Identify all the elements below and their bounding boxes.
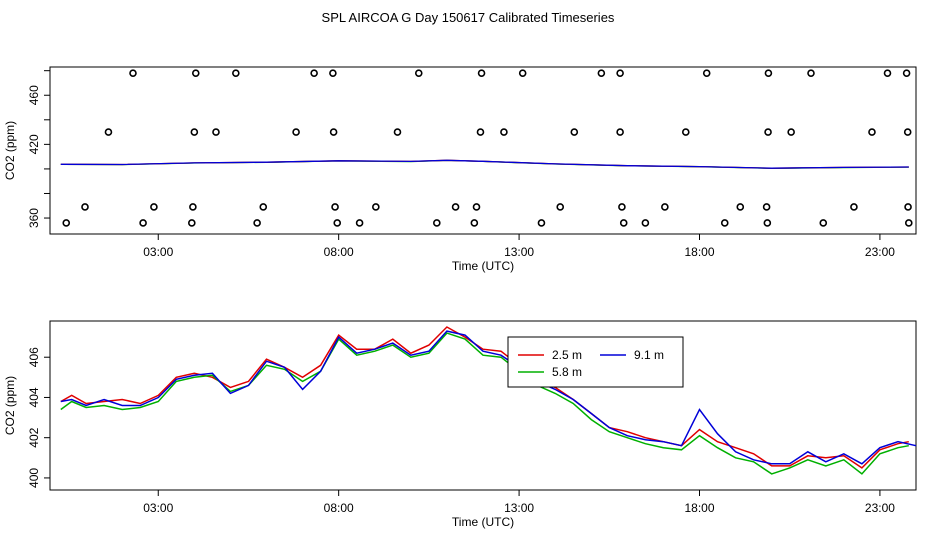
outlier-point (355, 219, 364, 227)
outlier-point (477, 69, 486, 77)
outlier-point (597, 69, 606, 77)
outlier-point (819, 219, 828, 227)
legend: 2.5 m 9.1 m 5.8 m (507, 336, 684, 388)
x-tick-label: 13:00 (504, 501, 534, 515)
y-tick-label: 460 (27, 85, 41, 105)
y-tick-label: 360 (27, 208, 41, 228)
y-tick-label: 420 (27, 134, 41, 154)
outlier-point (393, 128, 402, 136)
outlier-point (310, 69, 318, 77)
outlier-point (616, 128, 624, 136)
outlier-point (333, 219, 342, 227)
outlier-point (414, 69, 423, 77)
outlier-point (570, 128, 579, 136)
outlier-point (129, 69, 137, 77)
outlier-point (259, 203, 268, 211)
outlier-point (191, 69, 200, 77)
series-line-91m (60, 330, 917, 465)
outlier-point (212, 128, 220, 136)
outlier-point (736, 203, 745, 211)
outlier-point (292, 128, 300, 136)
top-scatter-panel: 03:00 08:00 13:00 18:00 23:00 Time (UTC) 360 42… (3, 66, 917, 273)
outlier-point (476, 128, 485, 136)
outlier-point (232, 69, 240, 77)
x-tick-label: 03:00 (143, 501, 173, 515)
outlier-point (764, 128, 772, 136)
outlier-point (702, 69, 711, 77)
plot-frame (49, 66, 917, 235)
outlier-point (329, 69, 337, 77)
series-line-25m (60, 326, 909, 469)
outlier-point (720, 219, 729, 227)
y-tick-label: 402 (27, 427, 41, 447)
outlier-point (616, 69, 624, 77)
outlier-point (331, 203, 339, 211)
outlier-point (618, 203, 626, 211)
outlier-point (188, 219, 196, 227)
y-axis-label: CO2 (ppm) (3, 121, 17, 180)
legend-box (507, 336, 684, 388)
outlier-point (518, 69, 527, 77)
outlier-point (764, 69, 773, 77)
outlier-point (807, 69, 815, 77)
outlier-point (641, 219, 650, 227)
x-tick-label: 03:00 (143, 245, 173, 259)
outlier-point (850, 203, 858, 211)
outlier-point (253, 219, 261, 227)
outlier-point (433, 219, 441, 227)
outlier-point (883, 69, 892, 77)
x-tick-label: 08:00 (324, 245, 354, 259)
x-tick-label: 08:00 (324, 501, 354, 515)
outlier-point (903, 128, 912, 136)
legend-item: 5.8 m (518, 365, 582, 379)
outlier-point (189, 203, 197, 211)
legend-label: 9.1 m (634, 348, 664, 362)
x-tick-label: 18:00 (684, 245, 714, 259)
y-tick-label: 400 (27, 468, 41, 488)
outlier-point (556, 203, 565, 211)
x-axis-label: Time (UTC) (452, 515, 514, 529)
outlier-point (472, 203, 481, 211)
outlier-point (762, 203, 771, 211)
outlier-point (661, 203, 669, 211)
outlier-point (619, 219, 628, 227)
x-tick-label: 23:00 (865, 245, 895, 259)
outlier-point (904, 203, 912, 211)
y-tick-label: 406 (27, 347, 41, 367)
outlier-point (681, 128, 690, 136)
series-line-58m (60, 332, 909, 475)
x-tick-label: 18:00 (684, 501, 714, 515)
outlier-point (81, 203, 89, 211)
y-tick-label: 404 (27, 387, 41, 407)
legend-label: 5.8 m (552, 365, 582, 379)
outlier-point (150, 203, 158, 211)
outlier-point (190, 128, 199, 136)
outlier-point (787, 128, 795, 136)
legend-item: 9.1 m (600, 348, 664, 362)
y-axis-label: CO2 (ppm) (3, 376, 17, 435)
outlier-point (537, 219, 546, 227)
outlier-point (904, 219, 913, 227)
page-title: SPL AIRCOA G Day 150617 Calibrated Times… (322, 10, 615, 25)
legend-label: 2.5 m (552, 348, 582, 362)
outlier-point (372, 203, 380, 211)
bottom-line-panel: 03:00 08:00 13:00 18:00 23:00 Time (UTC) 400 40… (3, 320, 917, 529)
outlier-point (451, 203, 460, 211)
x-tick-label: 13:00 (504, 245, 534, 259)
outlier-point (902, 69, 911, 77)
outlier-point (763, 219, 772, 227)
plot-frame (49, 320, 917, 491)
outlier-point (62, 219, 71, 227)
outlier-point (104, 128, 113, 136)
legend-item: 2.5 m (518, 348, 582, 362)
outlier-point (500, 128, 508, 136)
outlier-point (470, 219, 479, 227)
outlier-point (868, 128, 876, 136)
x-tick-label: 23:00 (865, 501, 895, 515)
outlier-point (329, 128, 338, 136)
outlier-point (139, 219, 147, 227)
series-line-91m (60, 159, 909, 169)
x-axis-label: Time (UTC) (452, 259, 514, 273)
